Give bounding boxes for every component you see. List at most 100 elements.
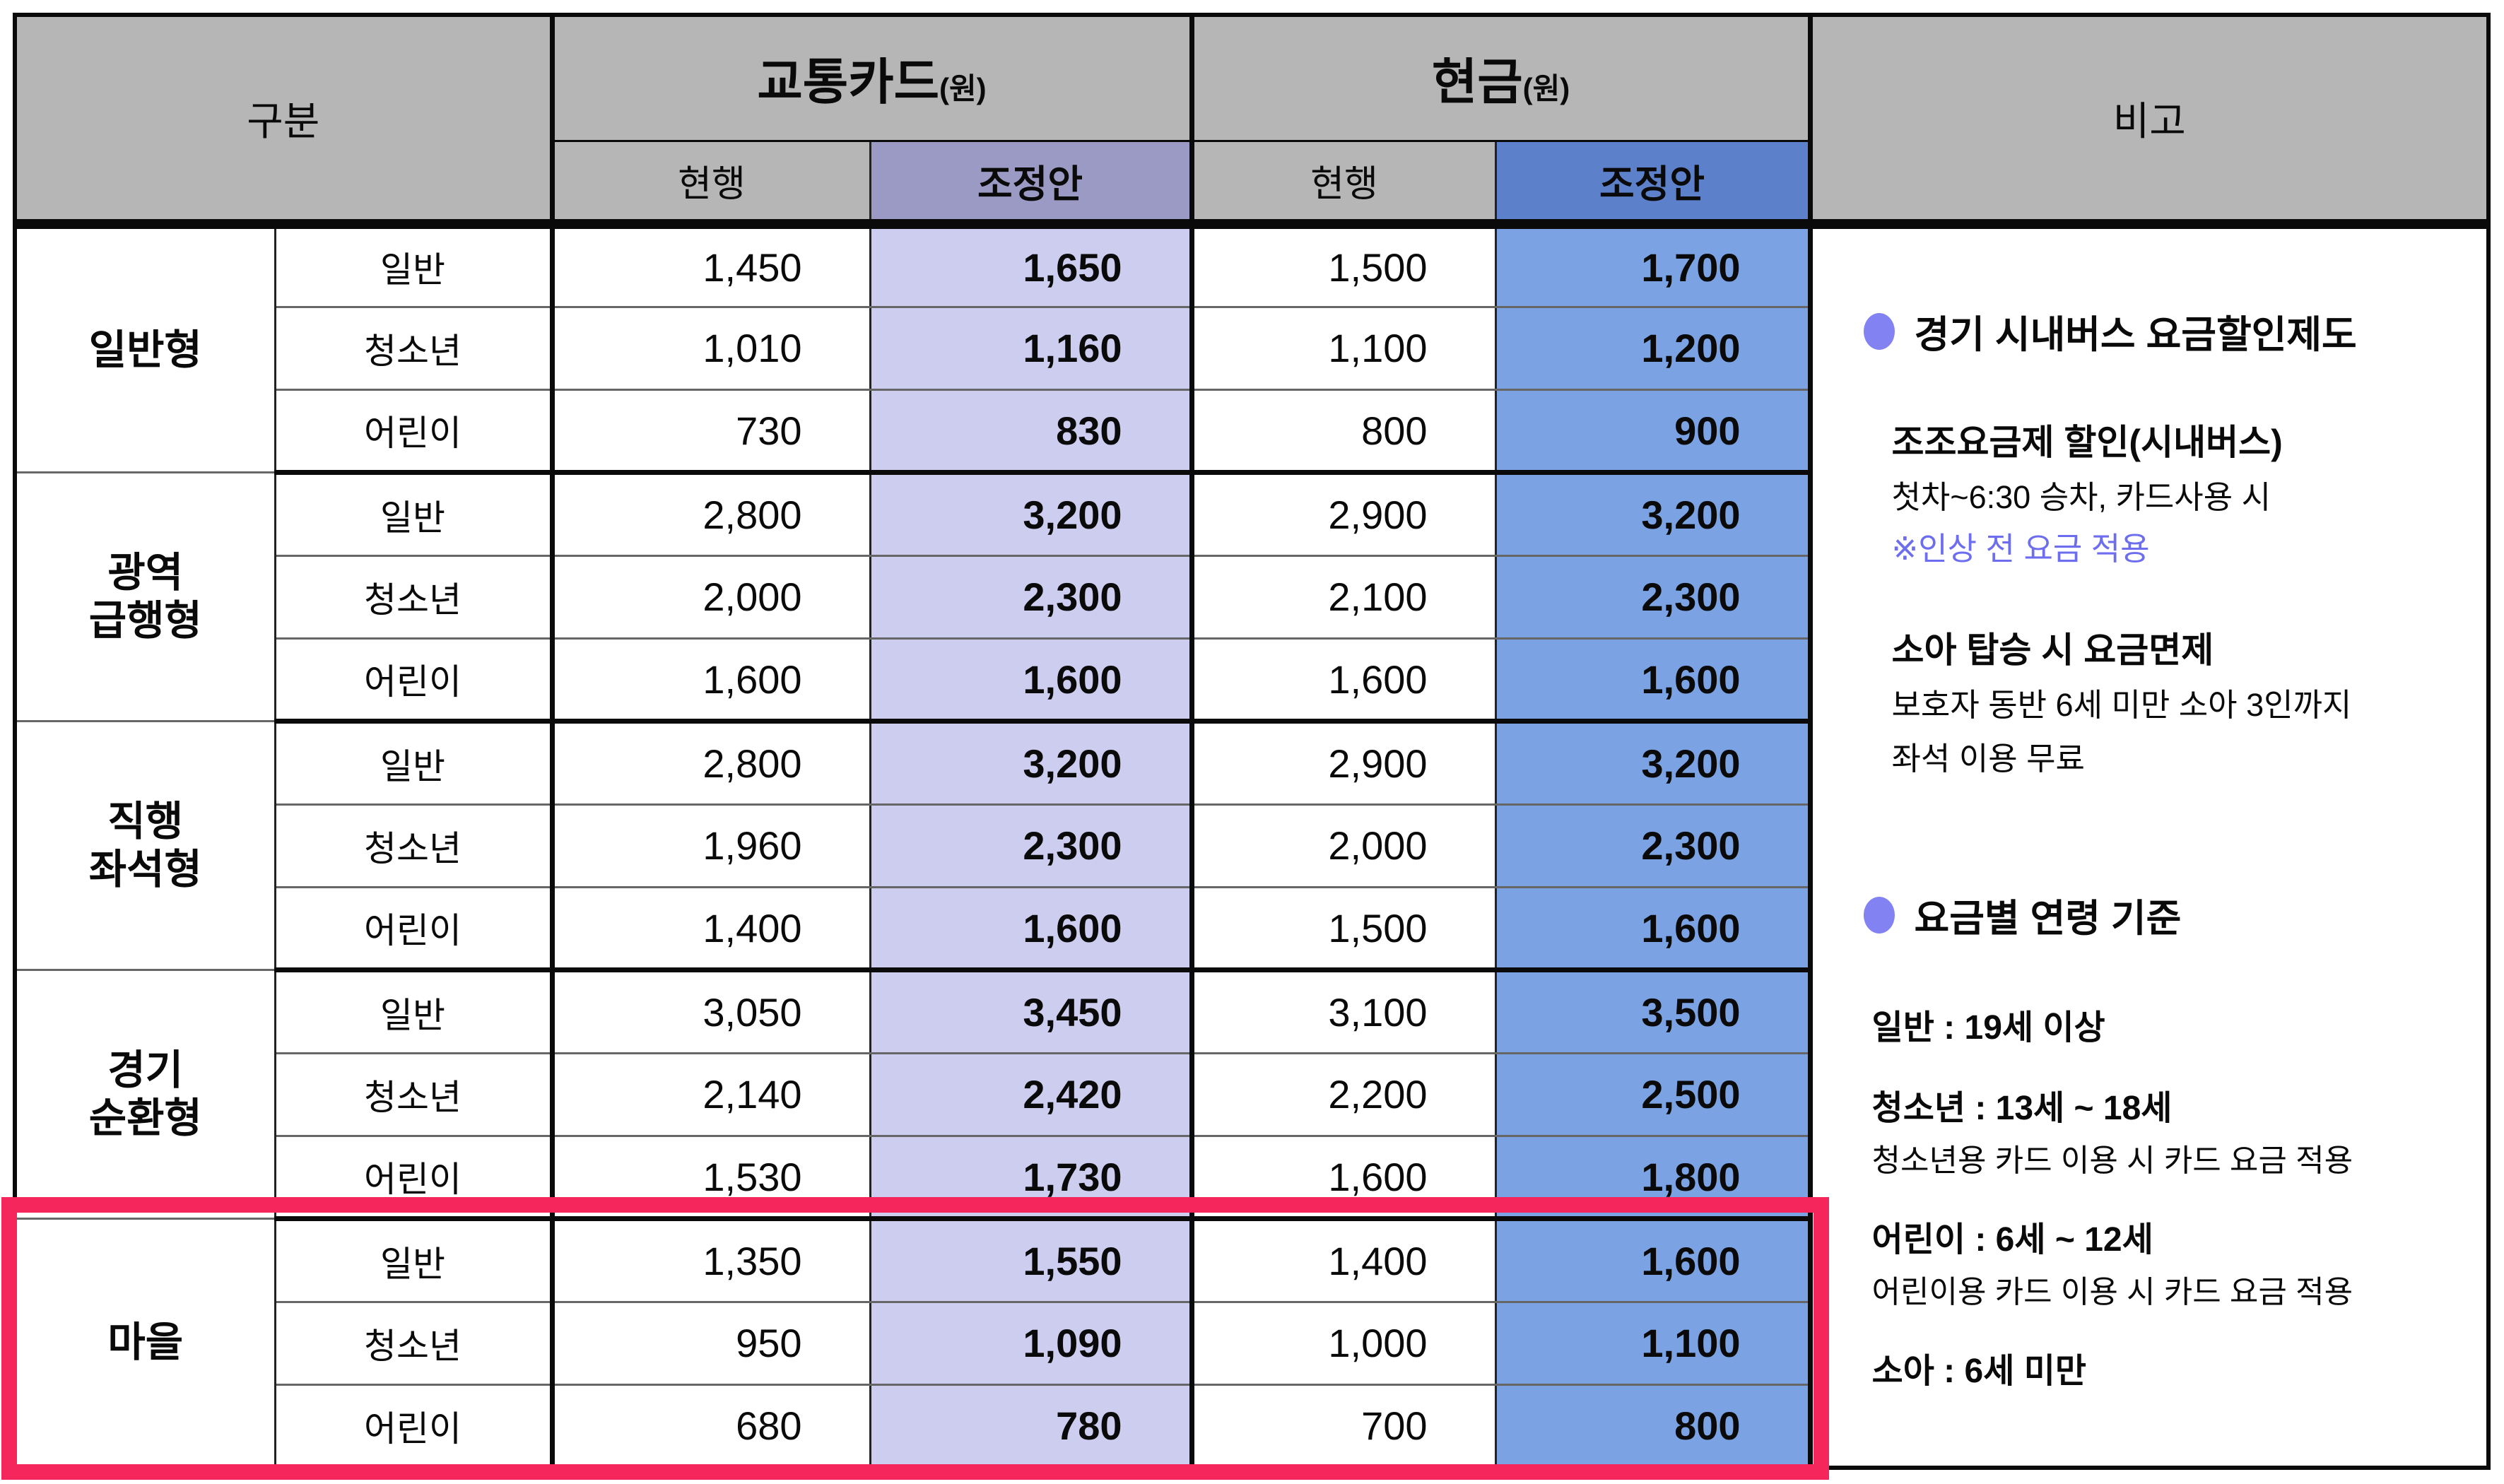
early-bird-note: ※인상 전 요금 적용 <box>1891 530 2150 567</box>
header-cash-adjusted: 조정안 <box>1495 141 1813 229</box>
discount-section-title: 경기 시내버스 요금할인제도 <box>1863 303 2465 359</box>
card-current-value: 730 <box>552 389 871 476</box>
header-card-current: 현행 <box>552 141 871 229</box>
table-row: 청소년 2,140 2,420 2,200 2,500 <box>15 1053 2488 1138</box>
card-adjusted-value: 1,730 <box>870 1136 1194 1222</box>
cash-adjusted-value: 900 <box>1495 389 1813 476</box>
table-header: 구분 교통카드(원) 현금(원) 비고 현행 조정안 현행 조정안 <box>15 15 2488 229</box>
age-label: 어린이 <box>275 389 555 476</box>
age-label: 어린이 <box>275 638 555 724</box>
cash-current-value: 2,200 <box>1192 1053 1497 1138</box>
card-adjusted-value: 1,160 <box>870 307 1194 391</box>
cash-adjusted-value: 2,300 <box>1495 555 1813 640</box>
cash-current-value: 1,600 <box>1192 638 1497 724</box>
cash-adjusted-value: 3,200 <box>1495 721 1813 806</box>
table-row: 어린이 680 780 700 800 <box>15 1384 2488 1471</box>
card-current-value: 2,800 <box>552 472 871 557</box>
header-transit-card-unit: (원) <box>939 72 987 106</box>
table-row: 어린이 1,400 1,600 1,500 1,600 <box>15 887 2488 973</box>
age-label: 일반 <box>275 970 555 1054</box>
card-adjusted-value: 830 <box>870 389 1194 476</box>
age-criteria-title-text: 요금별 연령 기준 <box>1914 897 2182 940</box>
cash-adjusted-value: 1,200 <box>1495 307 1813 391</box>
card-current-value: 1,010 <box>552 307 871 391</box>
table-row: 청소년 950 1,090 1,000 1,100 <box>15 1302 2488 1386</box>
note-column: 경기 시내버스 요금할인제도 조조요금제 할인(시내버스) 첫차~6:30 승차… <box>1810 224 2488 1470</box>
table-row: 직행 좌석형 일반 2,800 3,200 2,900 3,200 <box>15 721 2488 972</box>
cash-adjusted-value: 3,500 <box>1495 970 1813 1054</box>
card-current-value: 1,960 <box>552 804 871 889</box>
card-current-value: 1,350 <box>552 1218 871 1303</box>
table-row: 경기 순환형 일반 3,050 3,450 3,100 3,500 <box>15 970 2488 1220</box>
card-adjusted-value: 2,420 <box>870 1053 1194 1138</box>
table-row: 어린이 1,600 1,600 1,600 1,600 <box>15 638 2488 724</box>
early-bird-detail: 첫차~6:30 승차, 카드사용 시 <box>1891 479 2271 515</box>
header-cash: 현금(원) <box>1192 15 1813 142</box>
bullet-icon <box>1863 312 1895 350</box>
table-row: 마을 일반 1,350 1,550 1,400 1,600 <box>15 1218 2488 1469</box>
age-label: 어린이 <box>275 887 555 973</box>
cash-adjusted-value: 1,600 <box>1495 1218 1813 1303</box>
card-adjusted-value: 3,200 <box>870 472 1194 557</box>
infant-free-detail-1: 보호자 동반 6세 미만 소아 3인까지 <box>1891 686 2352 723</box>
cash-current-value: 1,500 <box>1192 887 1497 973</box>
header-card-adjusted: 조정안 <box>870 141 1194 229</box>
card-adjusted-value: 780 <box>870 1384 1194 1471</box>
table-row: 일반형 일반 1,450 1,650 1,500 1,700 경기 시내버스 요… <box>15 224 2488 1470</box>
card-adjusted-value: 3,200 <box>870 721 1194 806</box>
card-adjusted-value: 2,300 <box>870 555 1194 640</box>
cash-adjusted-value: 3,200 <box>1495 472 1813 557</box>
header-transit-card-label: 교통카드 <box>757 54 940 110</box>
cash-current-value: 3,100 <box>1192 970 1497 1054</box>
card-current-value: 1,450 <box>552 224 871 308</box>
cash-adjusted-value: 1,600 <box>1495 887 1813 973</box>
card-adjusted-value: 1,550 <box>870 1218 1194 1303</box>
age-criteria-youth: 청소년 : 13세 ~ 18세 <box>1871 1090 2173 1127</box>
cash-current-value: 700 <box>1192 1384 1497 1471</box>
early-bird-title: 조조요금제 할인(시내버스) <box>1891 423 2283 462</box>
table-row: 광역 급행형 일반 2,800 3,200 2,900 3,200 <box>15 472 2488 723</box>
cash-current-value: 2,900 <box>1192 472 1497 557</box>
age-label: 일반 <box>275 472 555 557</box>
age-label: 일반 <box>275 721 555 806</box>
card-adjusted-value: 3,450 <box>870 970 1194 1054</box>
age-label: 어린이 <box>275 1136 555 1222</box>
card-current-value: 2,140 <box>552 1053 871 1138</box>
cash-adjusted-value: 2,500 <box>1495 1053 1813 1138</box>
infant-free-title: 소아 탑승 시 요금면제 <box>1891 630 2214 670</box>
age-label: 어린이 <box>275 1384 555 1471</box>
group-name-gyeonggi-circular: 경기 순환형 <box>15 970 276 1220</box>
card-current-value: 2,800 <box>552 721 871 806</box>
age-criteria-title: 요금별 연령 기준 <box>1863 887 2465 943</box>
card-adjusted-value: 1,600 <box>870 638 1194 724</box>
table-row: 청소년 1,960 2,300 2,000 2,300 <box>15 804 2488 889</box>
group-name-metro-express: 광역 급행형 <box>15 472 276 723</box>
card-current-value: 2,000 <box>552 555 871 640</box>
cash-current-value: 1,400 <box>1192 1218 1497 1303</box>
card-adjusted-value: 1,090 <box>870 1302 1194 1386</box>
table-row: 청소년 1,010 1,160 1,100 1,200 <box>15 307 2488 391</box>
header-note: 비고 <box>1810 15 2488 229</box>
header-row-main: 구분 교통카드(원) 현금(원) 비고 <box>15 15 2488 229</box>
card-current-value: 3,050 <box>552 970 871 1054</box>
card-adjusted-value: 2,300 <box>870 804 1194 889</box>
header-cash-label: 현금 <box>1431 54 1523 110</box>
bullet-icon <box>1863 896 1895 934</box>
card-current-value: 1,600 <box>552 638 871 724</box>
cash-current-value: 1,600 <box>1192 1136 1497 1222</box>
table-body: 일반형 일반 1,450 1,650 1,500 1,700 경기 시내버스 요… <box>15 224 2488 1471</box>
age-criteria-child: 어린이 : 6세 ~ 12세 <box>1871 1221 2153 1259</box>
age-criteria-child-sub: 어린이용 카드 이용 시 카드 요금 적용 <box>1871 1275 2353 1309</box>
age-label: 청소년 <box>275 307 555 391</box>
cash-adjusted-value: 2,300 <box>1495 804 1813 889</box>
card-adjusted-value: 1,600 <box>870 887 1194 973</box>
table-row: 청소년 2,000 2,300 2,100 2,300 <box>15 555 2488 640</box>
age-label: 청소년 <box>275 1053 555 1138</box>
age-criteria-infant: 소아 : 6세 미만 <box>1871 1353 2087 1390</box>
cash-current-value: 1,100 <box>1192 307 1497 391</box>
cash-adjusted-value: 1,600 <box>1495 638 1813 724</box>
discount-section-title-text: 경기 시내버스 요금할인제도 <box>1914 314 2357 356</box>
cash-current-value: 1,000 <box>1192 1302 1497 1386</box>
cash-adjusted-value: 800 <box>1495 1384 1813 1471</box>
card-current-value: 680 <box>552 1384 871 1471</box>
